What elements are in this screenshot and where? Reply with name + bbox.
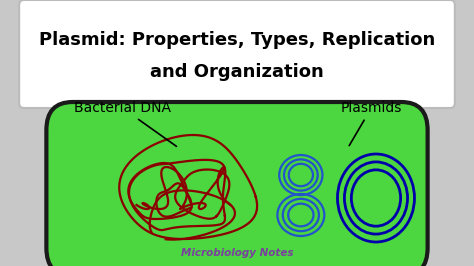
FancyBboxPatch shape bbox=[46, 102, 428, 266]
FancyBboxPatch shape bbox=[19, 0, 455, 108]
Text: Bacterial DNA: Bacterial DNA bbox=[74, 101, 176, 146]
Text: Microbiology Notes: Microbiology Notes bbox=[181, 248, 293, 258]
Text: and Organization: and Organization bbox=[150, 63, 324, 81]
Text: Plasmid: Properties, Types, Replication: Plasmid: Properties, Types, Replication bbox=[39, 31, 435, 49]
Text: Plasmids: Plasmids bbox=[341, 101, 402, 146]
